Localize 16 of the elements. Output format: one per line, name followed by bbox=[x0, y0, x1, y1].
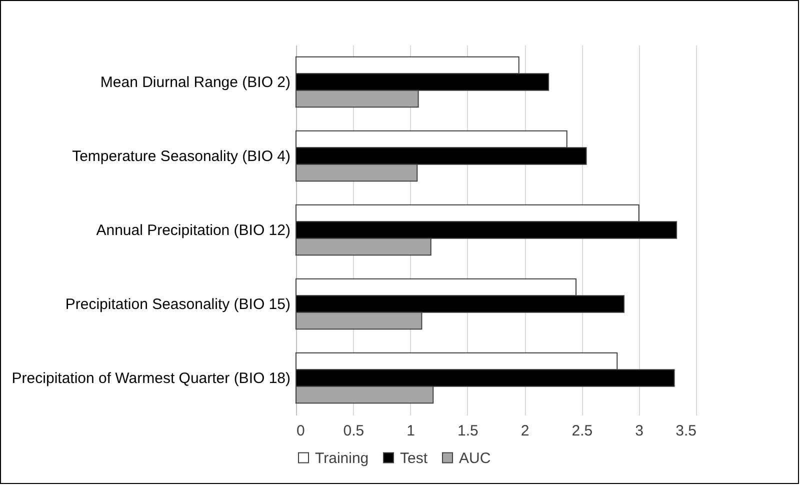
legend-label: AUC bbox=[459, 450, 491, 467]
y-tick-label: Temperature Seasonality (BIO 4) bbox=[72, 148, 290, 165]
x-tick-label: 0.5 bbox=[343, 422, 364, 440]
x-tick-label: 1 bbox=[406, 422, 415, 440]
y-tick-label: Mean Diurnal Range (BIO 2) bbox=[100, 74, 290, 91]
x-tick-label: 0 bbox=[296, 422, 305, 440]
x-tick-label: 1.5 bbox=[458, 422, 478, 440]
legend-label: Test bbox=[400, 450, 428, 467]
x-tick-label: 3.5 bbox=[676, 422, 696, 440]
y-tick-label: Precipitation Seasonality (BIO 15) bbox=[65, 296, 290, 313]
x-tick-label: 2 bbox=[520, 422, 530, 440]
x-tick-label: 2.5 bbox=[572, 422, 593, 440]
legend-label: Training bbox=[315, 450, 369, 467]
y-tick-label: Precipitation of Warmest Quarter (BIO 18) bbox=[12, 370, 291, 387]
y-tick-label: Annual Precipitation (BIO 12) bbox=[96, 222, 290, 239]
x-tick-label: 3 bbox=[635, 422, 644, 440]
